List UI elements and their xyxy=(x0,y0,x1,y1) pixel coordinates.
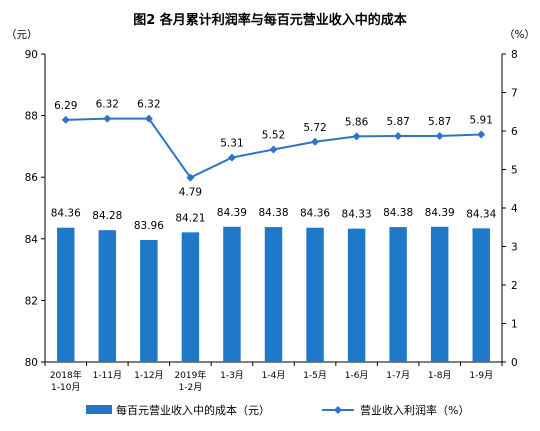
line-series xyxy=(61,114,486,182)
line-value-label: 5.31 xyxy=(220,138,243,150)
bar-value-label: 84.38 xyxy=(383,207,413,219)
bar-value-label: 84.28 xyxy=(92,210,122,222)
line-value-label: 5.86 xyxy=(345,116,369,128)
left-axis-tick-label: 82 xyxy=(25,295,38,307)
line-point xyxy=(103,114,112,123)
line-labels: 6.29 6.32 6.32 4.79 5.31 5.52 5.72 5.86 5.87 5.87… xyxy=(54,99,493,199)
left-axis-tick-label: 88 xyxy=(25,111,38,123)
category-label: 1-11月 xyxy=(93,370,122,381)
category-label: 1-5月 xyxy=(303,370,327,381)
right-axis-tick-label: 3 xyxy=(511,242,518,254)
bar-value-label: 84.33 xyxy=(342,209,372,221)
right-axis-tick-label: 0 xyxy=(511,357,518,369)
bar-value-label: 84.39 xyxy=(425,207,455,219)
bar xyxy=(181,232,200,362)
bar xyxy=(223,226,241,362)
bar xyxy=(57,227,75,362)
line-point xyxy=(186,173,195,182)
category-label: 2019年 xyxy=(174,369,206,381)
category-label: 1-3月 xyxy=(220,370,244,381)
category-label: 1-9月 xyxy=(469,370,493,381)
line-value-label: 5.87 xyxy=(386,116,409,128)
left-axis-tick-label: 84 xyxy=(25,234,39,246)
legend-bar-swatch xyxy=(86,405,112,414)
bar xyxy=(472,228,490,362)
category-label: 1-12月 xyxy=(134,370,163,381)
right-axis-unit: （%） xyxy=(504,29,535,41)
legend-bar-label: 每百元营业收入中的成本（元） xyxy=(116,403,270,417)
line-point xyxy=(269,145,278,154)
right-axis-tick-label: 5 xyxy=(511,165,518,177)
bar xyxy=(430,226,449,362)
category-label: 1-8月 xyxy=(428,370,452,381)
axes: 80 82 84 86 88 90 0 1 2 3 4 5 6 7 8 xyxy=(25,49,518,369)
chart-title: 图2 各月累计利润率与每百元营业收入中的成本 xyxy=(133,12,407,28)
bar-value-label: 84.36 xyxy=(51,208,81,220)
left-axis-tick-label: 86 xyxy=(25,172,39,184)
line-value-label: 6.32 xyxy=(137,99,160,111)
line-point xyxy=(352,132,361,141)
right-axis-tick-label: 1 xyxy=(511,319,518,331)
category-label: 1-7月 xyxy=(386,370,410,381)
line-value-label: 5.91 xyxy=(470,114,493,126)
line-value-label: 5.87 xyxy=(428,116,451,128)
line-value-label: 6.29 xyxy=(54,100,77,112)
line-point xyxy=(435,132,444,141)
bar xyxy=(389,227,407,362)
left-axis-tick-label: 80 xyxy=(25,357,38,369)
legend-line-label: 营业收入利润率（%） xyxy=(360,403,469,417)
line-value-label: 6.32 xyxy=(96,99,119,111)
bar-value-label: 84.36 xyxy=(300,208,330,220)
legend-line-marker xyxy=(334,406,342,414)
line-point xyxy=(144,114,153,123)
line-point xyxy=(61,115,70,124)
category-label: 1-2月 xyxy=(179,382,203,393)
category-label: 2018年 xyxy=(50,369,82,381)
line-point xyxy=(394,132,403,141)
category-label: 1-10月 xyxy=(51,382,80,393)
bar xyxy=(140,240,158,362)
bar-value-label: 84.21 xyxy=(175,212,205,224)
bar-value-label: 84.38 xyxy=(258,207,288,219)
bar xyxy=(98,230,117,362)
legend: 每百元营业收入中的成本（元） 营业收入利润率（%） xyxy=(86,403,469,417)
bar-labels: 84.36 84.28 83.96 84.21 84.39 84.38 84.36 84.33… xyxy=(51,207,497,232)
bar-value-label: 84.39 xyxy=(217,207,247,219)
line-value-label: 5.52 xyxy=(262,129,285,141)
bar-series xyxy=(57,226,490,362)
category-label: 1-4月 xyxy=(262,370,286,381)
line-point xyxy=(477,130,486,139)
left-axis-tick-label: 90 xyxy=(25,49,38,61)
category-label: 1-6月 xyxy=(345,370,369,381)
line-point xyxy=(227,153,236,162)
line-value-label: 5.72 xyxy=(303,122,326,134)
line-value-label: 4.79 xyxy=(179,187,202,199)
bar xyxy=(347,228,366,362)
bar-value-label: 84.34 xyxy=(466,208,496,220)
right-axis-tick-label: 7 xyxy=(511,88,518,100)
bar xyxy=(264,227,283,362)
right-axis-tick-label: 8 xyxy=(511,49,518,61)
right-axis-tick-label: 2 xyxy=(511,280,518,292)
bar-value-label: 83.96 xyxy=(134,220,164,232)
right-axis-tick-label: 6 xyxy=(511,126,518,138)
line-point xyxy=(311,137,320,146)
left-axis-unit: （元） xyxy=(6,29,38,41)
bar xyxy=(306,227,324,362)
right-axis-tick-label: 4 xyxy=(511,203,518,215)
